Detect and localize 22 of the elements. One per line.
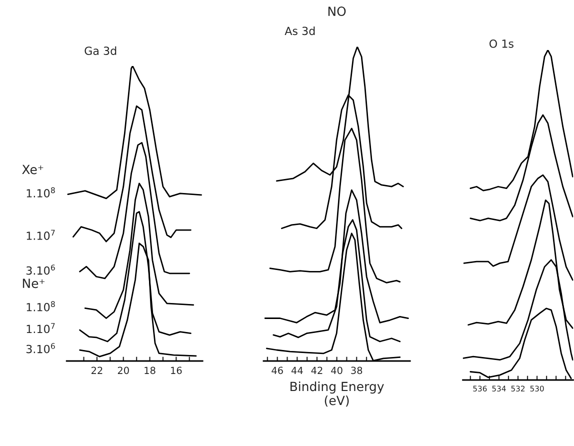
x-tick-label: 16 [171, 366, 182, 374]
text: Xe⁺ [22, 164, 44, 174]
chart-subtitle: O 1s [489, 39, 514, 48]
x-axis-title: Binding Energy (eV) [290, 382, 384, 407]
chart-subtitle: Ga 3d [84, 46, 116, 55]
text: 3.10$^{6}$ [26, 343, 55, 354]
x-tick-label: 20 [118, 366, 129, 374]
x-tick-label: 38 [351, 366, 362, 374]
chart-subtitle: As 3d [284, 26, 315, 36]
x-tick-label: 22 [91, 366, 102, 374]
x-tick-label: 18 [144, 366, 156, 374]
x-tick-label: 44 [291, 366, 303, 374]
series-label: 1.10$^{7}$ [26, 230, 55, 240]
x-tick-label: 42 [311, 366, 322, 374]
chart-title: NO [328, 6, 346, 16]
text: 1.10$^{7}$ [26, 323, 55, 334]
x-tick-label: 46 [272, 366, 283, 374]
text: 3.10$^{6}$ [26, 264, 55, 275]
series-label: 1.10$^{8}$ [26, 187, 55, 198]
x-tick-label: 40 [331, 366, 342, 374]
text: 1.10$^{8}$ [26, 301, 55, 312]
text: Ne⁺ [22, 278, 45, 288]
